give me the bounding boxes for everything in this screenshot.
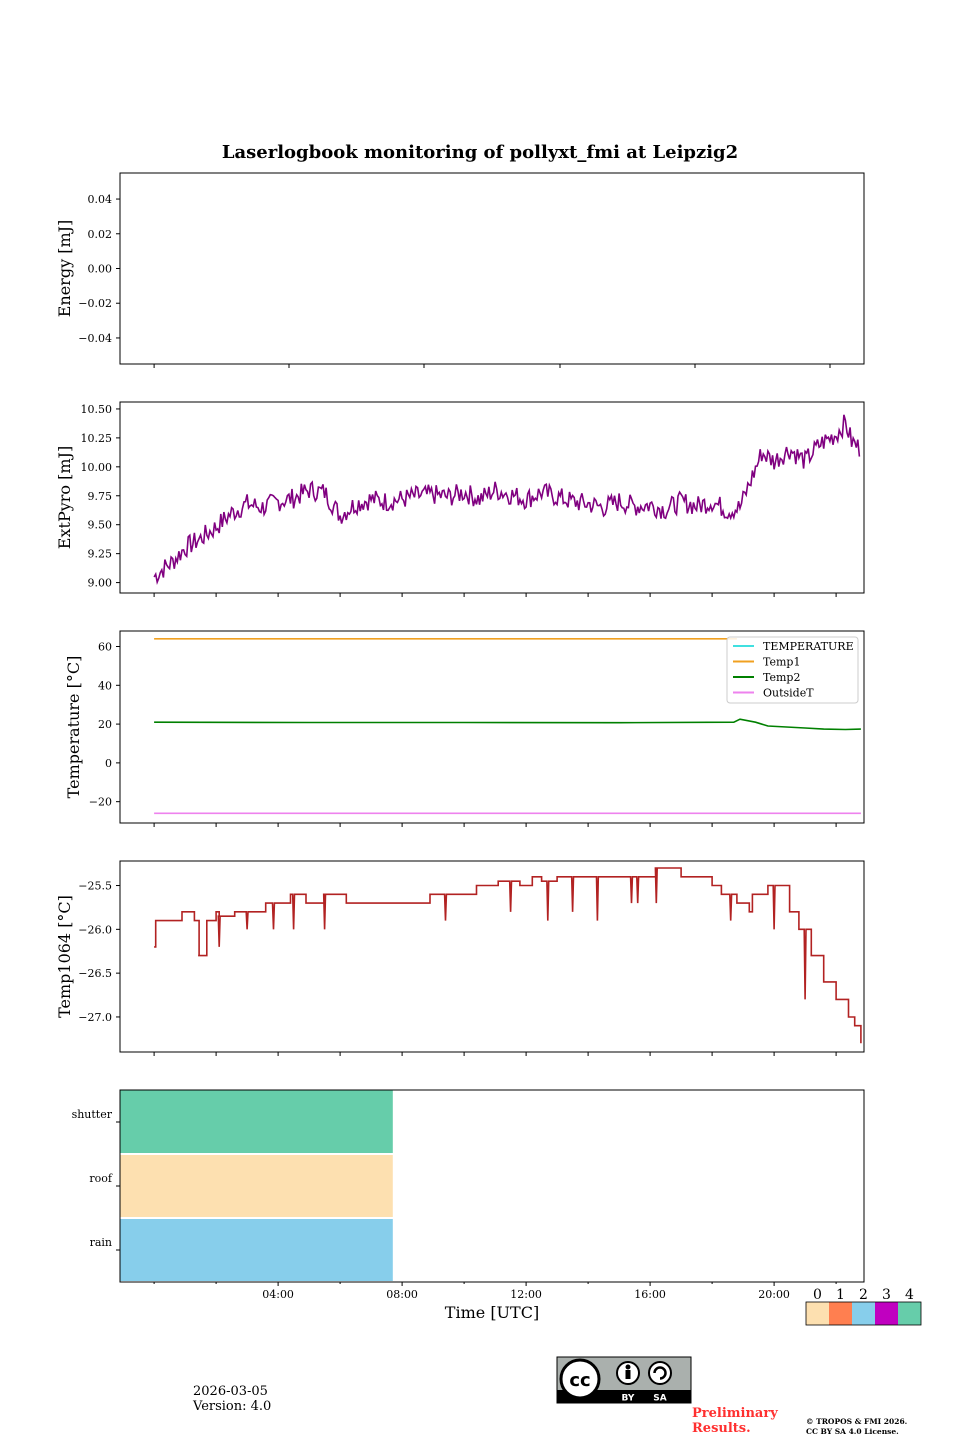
cc-logo-icon xyxy=(559,1358,601,1400)
cc-sa-label: SA xyxy=(653,1394,666,1404)
ytick-label: −27.0 xyxy=(78,1011,112,1024)
legend-label-temperature: TEMPERATURE xyxy=(763,640,854,653)
series-line-extpyro xyxy=(153,414,861,585)
chart-title: Laserlogbook monitoring of pollyxt_fmi a… xyxy=(222,142,738,163)
ytick-label: 0.02 xyxy=(88,228,113,241)
xtick-label: 12:00 xyxy=(510,1288,542,1301)
cc-by-label: BY xyxy=(622,1394,635,1404)
axes-frame xyxy=(119,172,865,365)
copyright-line-2: CC BY SA 4.0 License. xyxy=(806,1427,899,1436)
colorbar-swatch-3 xyxy=(875,1302,898,1325)
ytick-label: 0 xyxy=(105,757,112,770)
ytick-label: 9.00 xyxy=(88,577,113,590)
x-axis-label: Time [UTC] xyxy=(445,1303,539,1322)
axes-frame xyxy=(119,860,865,1053)
ytick-label: 10.25 xyxy=(81,432,113,445)
y-axis-label: Temp1064 [°C] xyxy=(55,895,74,1018)
panel-temp1064: −25.5 −26.0 −26.5 −27.0 Temp1064 [°C] xyxy=(55,860,865,1056)
flag-cell-rain xyxy=(120,1219,393,1281)
panel-temperature: 60 40 20 0 −20 Temperature [°C] TEMPERATURE Tem… xyxy=(64,630,865,827)
legend-box xyxy=(726,636,859,704)
flag-cell-shutter xyxy=(120,1090,393,1153)
xtick-label: 20:00 xyxy=(758,1288,790,1301)
colorbar-swatch-4 xyxy=(898,1302,921,1325)
axes-frame xyxy=(119,630,865,824)
flag-cell-roof xyxy=(120,1155,393,1217)
ytick-label: 10.50 xyxy=(81,403,113,416)
legend-label-outsidet: OutsideT xyxy=(763,687,814,700)
footer-date: 2026-03-05 xyxy=(193,1384,268,1399)
share-alike-arrow xyxy=(653,1366,667,1380)
ytick-label: 20 xyxy=(98,718,112,731)
xtick-label: 08:00 xyxy=(386,1288,418,1301)
colorbar-label-1: 1 xyxy=(836,1287,845,1303)
preliminary-results-note: Preliminary Results. xyxy=(692,1406,778,1436)
legend-label-temp2: Temp2 xyxy=(763,671,800,684)
footer-meta: 2026-03-05 Version: 4.0 xyxy=(193,1384,271,1414)
y-axis-label: Energy [mJ] xyxy=(55,220,74,318)
cc-logo-text: cc xyxy=(569,1370,590,1391)
colorbar-swatch-2 xyxy=(852,1302,875,1325)
ytick-label-roof: roof xyxy=(89,1172,113,1185)
colorbar-label-2: 2 xyxy=(859,1287,868,1303)
ytick-label-shutter: shutter xyxy=(72,1108,113,1121)
ytick-label: −0.02 xyxy=(78,297,112,310)
share-alike-icon xyxy=(648,1361,672,1385)
colorbar-label-4: 4 xyxy=(905,1287,914,1303)
colorbar-label-0: 0 xyxy=(813,1287,822,1303)
ytick-label: −26.0 xyxy=(78,923,112,936)
colorbar-swatch-1 xyxy=(829,1302,852,1325)
panel-energy: 0.04 0.02 0.00 −0.02 −0.04 Energy [mJ] xyxy=(55,172,865,368)
legend: TEMPERATURE Temp1 Temp2 OutsideT xyxy=(726,636,859,704)
attribution-person-head xyxy=(625,1364,631,1370)
series-line-temp1064 xyxy=(154,867,862,1044)
ytick-label: −20 xyxy=(89,796,112,809)
axes-frame xyxy=(119,1089,865,1283)
colorbar-frame xyxy=(805,1301,922,1326)
ytick-label: 60 xyxy=(98,641,112,654)
y-axis-label: Temperature [°C] xyxy=(64,656,83,799)
cc-license-badge[interactable]: cc BY SA xyxy=(556,1356,692,1404)
series-line-temp2 xyxy=(154,718,861,731)
ytick-label: 0.00 xyxy=(88,263,113,276)
ytick-label: 9.25 xyxy=(88,548,113,561)
panel-flags: shutter roof rain 04:00 08:00 12:00 16:00 20:00… xyxy=(72,1089,865,1322)
ytick-label: 9.50 xyxy=(88,519,113,532)
panel-extpyro: 10.50 10.25 10.00 9.75 9.50 9.25 9.00 ExtPyro [… xyxy=(55,401,865,597)
xtick-label: 04:00 xyxy=(262,1288,294,1301)
plot-area xyxy=(154,638,861,815)
ytick-label: 40 xyxy=(98,679,112,692)
xtick-label: 16:00 xyxy=(634,1288,666,1301)
ytick-label: 0.04 xyxy=(88,193,113,206)
y-axis-label: ExtPyro [mJ] xyxy=(55,446,74,549)
plot-area xyxy=(154,867,862,1044)
ytick-label: −25.5 xyxy=(78,880,112,893)
colorbar-label-3: 3 xyxy=(882,1287,891,1303)
copyright-note: © TROPOS & FMI 2026. CC BY SA 4.0 Licens… xyxy=(806,1417,907,1437)
footer-version: Version: 4.0 xyxy=(193,1399,272,1414)
copyright-line-1: © TROPOS & FMI 2026. xyxy=(806,1417,908,1426)
axes-frame xyxy=(119,401,865,594)
ytick-label: −26.5 xyxy=(78,967,112,980)
ytick-label: 10.00 xyxy=(81,461,113,474)
attribution-person-body xyxy=(625,1370,631,1379)
plot-area xyxy=(153,414,861,585)
colorbar-swatch-0 xyxy=(806,1302,829,1325)
legend-label-temp1: Temp1 xyxy=(763,656,800,669)
ytick-label-rain: rain xyxy=(90,1236,112,1249)
ytick-label: 9.75 xyxy=(88,490,113,503)
ytick-label: −0.04 xyxy=(78,332,112,345)
